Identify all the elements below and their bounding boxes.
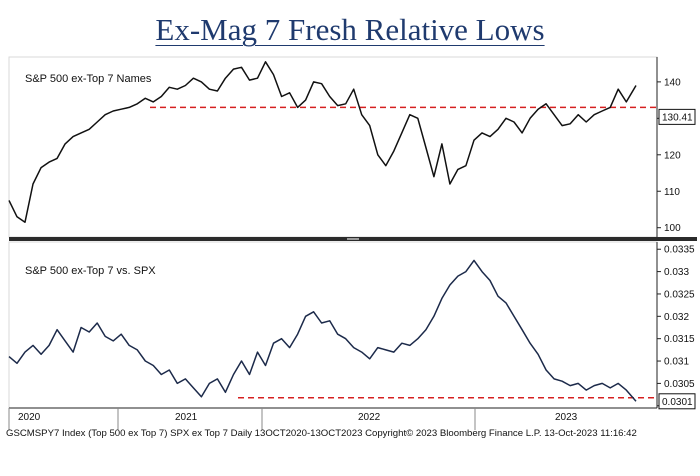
- y-tick-label: 140: [664, 77, 681, 88]
- y-tick-label: 0.033: [664, 267, 689, 278]
- y-tick-label: 0.0315: [664, 334, 695, 345]
- bottom-series-line: [8, 259, 637, 402]
- y-tick-label: 0.0335: [664, 245, 695, 256]
- y-tick-label: 0.0325: [664, 289, 695, 300]
- year-label-2023: 2023: [555, 412, 578, 423]
- bottom-series-label: S&P 500 ex-Top 7 vs. SPX: [25, 265, 156, 277]
- chart-title: Ex-Mag 7 Fresh Relative Lows: [155, 12, 545, 47]
- y-tick-label: 100: [664, 223, 681, 234]
- top-series-label: S&P 500 ex-Top 7 Names: [25, 73, 152, 85]
- year-label-2021: 2021: [175, 412, 198, 423]
- top-series-line: [8, 61, 637, 223]
- y-tick-label: 0.031: [664, 357, 689, 368]
- footer-source: GSCMSPY7 Index (Top 500 ex Top 7) SPX ex…: [6, 428, 637, 439]
- y-tick-label: 0.032: [664, 312, 689, 323]
- divider-handle[interactable]: [347, 238, 359, 240]
- top-y-ticks: 100110120130140: [657, 77, 681, 234]
- y-tick-label: 110: [664, 187, 680, 198]
- year-label-2020: 2020: [18, 412, 41, 423]
- bottom-last-value-badge: 0.0301: [658, 393, 696, 410]
- bottom-y-ticks: 0.0305 0.031 0.0315 0.032 0.0325 0.033 0.0335: [657, 245, 695, 407]
- y-tick-label: 0.0305: [664, 379, 695, 390]
- year-label-2022: 2022: [358, 412, 381, 423]
- bottom-last-value: 0.0301: [662, 397, 693, 408]
- y-tick-label: 120: [664, 150, 681, 161]
- top-last-value-badge: 130.41: [658, 108, 696, 125]
- top-last-value: 130.41: [662, 112, 693, 123]
